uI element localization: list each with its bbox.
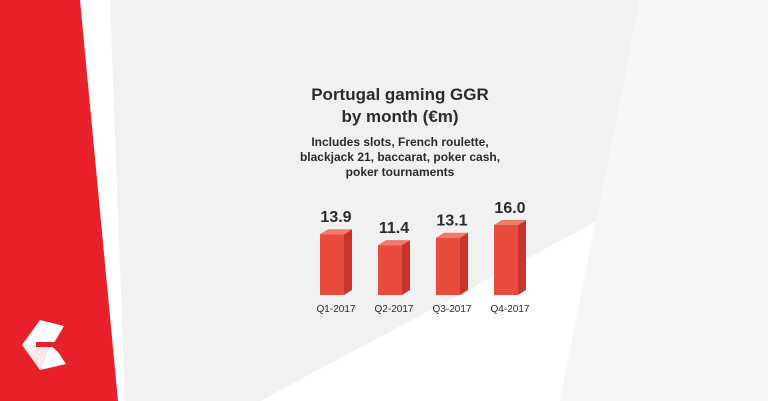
category-label: Q3-2017 bbox=[433, 304, 472, 315]
bar-top bbox=[320, 229, 352, 235]
logo-e-icon bbox=[22, 320, 66, 370]
bar bbox=[494, 225, 518, 295]
bar-side bbox=[518, 220, 526, 295]
background-shade-left bbox=[110, 0, 768, 401]
category-label: Q1-2017 bbox=[317, 304, 356, 315]
bar bbox=[436, 237, 460, 295]
bar-top bbox=[494, 220, 526, 225]
bar-top bbox=[436, 232, 468, 238]
bar-value-label: 11.4 bbox=[379, 220, 409, 237]
bar-side bbox=[402, 240, 410, 295]
bar bbox=[378, 245, 402, 295]
category-label: Q2-2017 bbox=[375, 304, 414, 315]
chart-title: Portugal gaming GGR by month (€m) bbox=[311, 85, 489, 126]
bar-value-label: 13.1 bbox=[436, 213, 467, 230]
bar bbox=[320, 234, 344, 295]
chart-subtitle: Includes slots, French roulette, blackja… bbox=[299, 135, 501, 179]
bar-side bbox=[460, 232, 468, 295]
bar-value-label: 13.9 bbox=[320, 209, 351, 226]
brand-red-panel bbox=[0, 0, 118, 401]
background-shade-right bbox=[560, 0, 768, 401]
chart-bars: 13.9 Q1-2017 11.4 Q2-2017 13.1 Q3-2017 16.0 Q4-… bbox=[317, 200, 530, 315]
bar-side bbox=[344, 229, 352, 295]
bar-top bbox=[378, 240, 410, 246]
bar-value-label: 16.0 bbox=[494, 200, 525, 217]
category-label: Q4-2017 bbox=[491, 304, 530, 315]
